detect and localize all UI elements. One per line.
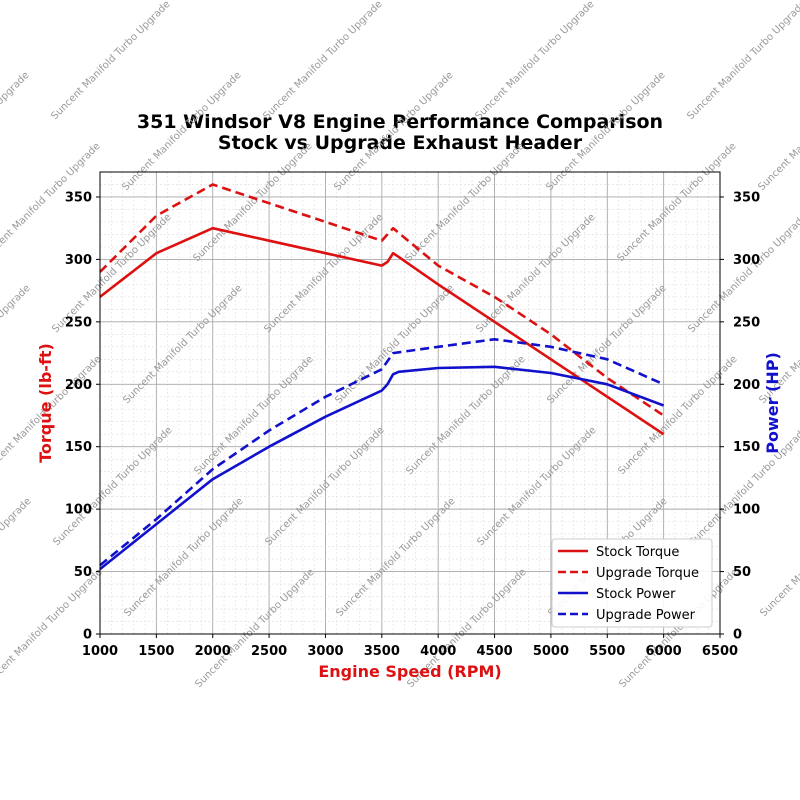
y-left-tick-label: 0 [83,628,92,643]
chart-title-line2: Stock vs Upgrade Exhaust Header [218,132,583,154]
legend-box [551,538,713,628]
y-right-tick-label: 300 [733,253,760,268]
y-right-tick-label: 0 [733,628,742,643]
y-axis-right-label: Power (HP) [763,352,782,454]
y-right-tick-label: 150 [733,440,760,455]
y-right-tick-label: 250 [733,315,760,330]
y-left-tick-label: 100 [65,503,92,518]
x-tick-label: 5500 [589,644,625,659]
x-tick-label: 3500 [364,644,400,659]
legend-label-upgrade-power: Upgrade Power [596,608,696,623]
y-left-tick-label: 50 [74,565,92,580]
legend: Stock Torque Upgrade Torque Stock Power … [551,538,713,628]
y-left-tick-label: 250 [65,315,92,330]
y-left-tick-label: 200 [65,378,92,393]
y-right-tick-label: 50 [733,565,751,580]
y-right-tick-label: 350 [733,190,760,205]
series-line-upgrade-power [99,337,665,567]
tick-layer: 1000 1500 2000 2500 3000 3500 4000 4500 5000 5500… [65,190,760,659]
x-tick-label: 4000 [420,644,456,659]
x-tick-label: 1500 [138,644,174,659]
x-tick-label: 3000 [307,644,343,659]
y-left-tick-label: 350 [65,190,92,205]
chart-title-line1: 351 Windsor V8 Engine Performance Compar… [137,111,663,133]
y-right-tick-label: 200 [733,378,760,393]
y-axis-left-label: Torque (lb-ft) [36,343,55,463]
legend-label-upgrade-torque: Upgrade Torque [596,566,699,581]
y-right-tick-label: 100 [733,503,760,518]
plot-frame [99,171,721,635]
y-left-tick-label: 150 [65,440,92,455]
x-tick-label: 1000 [82,644,118,659]
x-tick-label: 2000 [195,644,231,659]
y-left-tick-label: 300 [65,253,92,268]
x-axis-label: Engine Speed (RPM) [318,662,501,681]
x-tick-label: 6500 [702,644,738,659]
series-line-upgrade-torque [99,183,665,417]
series-line-stock-torque [99,226,665,436]
x-tick-label: 5000 [533,644,569,659]
x-tick-label: 4500 [476,644,512,659]
legend-label-stock-power: Stock Power [596,587,676,602]
legend-label-stock-torque: Stock Torque [596,545,679,560]
series-line-stock-power [99,365,665,571]
x-tick-label: 2500 [251,644,287,659]
x-tick-label: 6000 [646,644,682,659]
series-layer [99,183,665,571]
